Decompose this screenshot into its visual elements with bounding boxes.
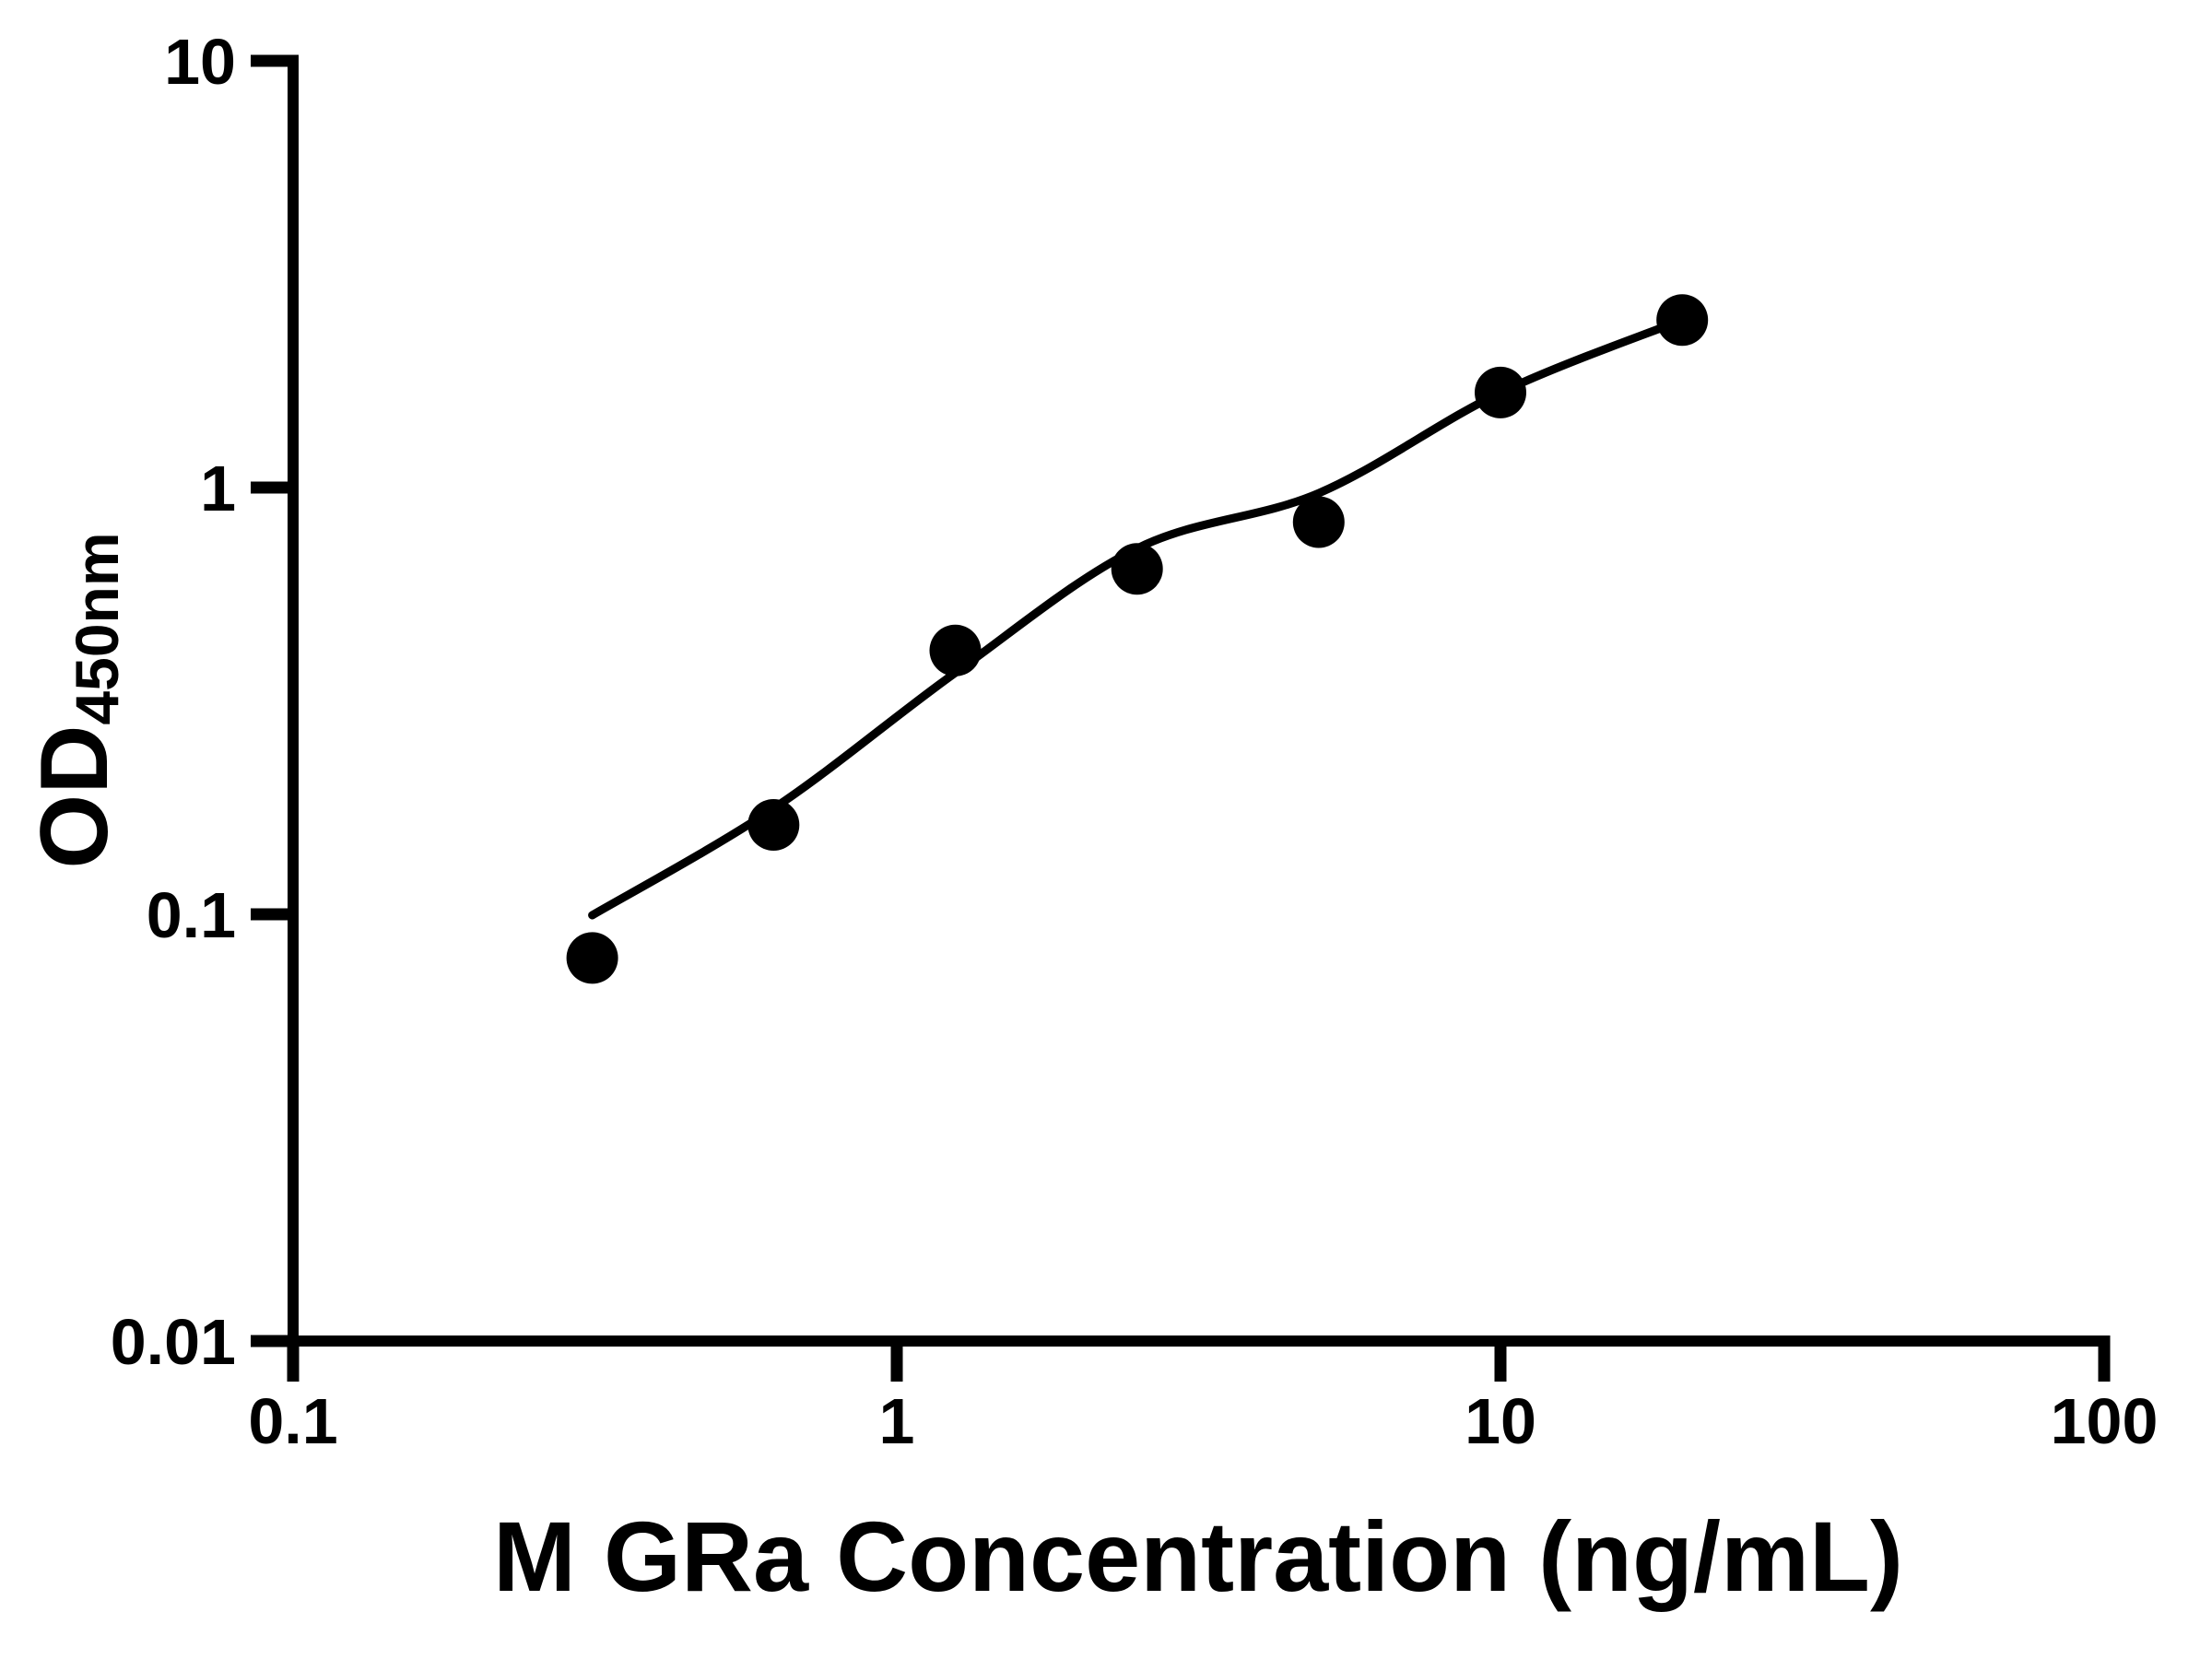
y-axis-title-main: OD [21,725,128,869]
x-tick-label: 10 [1465,1385,1536,1457]
y-tick-label: 0.01 [111,1306,236,1378]
data-point [1475,366,1526,418]
y-axis-tick-labels: 0.01 0.1 1 10 [111,26,236,1378]
y-axis-ticks [251,54,299,1347]
y-axis-title: OD450nm [21,532,131,868]
data-point-markers [566,294,1709,984]
data-point [929,624,982,677]
x-axis-title: M GRa Concentration (ng/mL) [493,1500,1903,1612]
x-tick-label: 0.1 [248,1385,337,1457]
data-point [1111,543,1163,595]
data-point [1656,294,1709,347]
x-tick-label: 1 [879,1385,915,1457]
x-tick-label: 100 [2051,1385,2159,1457]
y-axis-title-subscript: 450nm [63,532,131,724]
data-point [747,799,800,851]
y-tick-label: 1 [200,453,236,524]
data-point [566,932,618,984]
y-tick-label: 10 [164,26,236,98]
x-axis-tick-labels: 0.1 1 10 100 [248,1385,2158,1457]
data-point [1292,496,1345,548]
y-tick-label: 0.1 [147,879,236,951]
